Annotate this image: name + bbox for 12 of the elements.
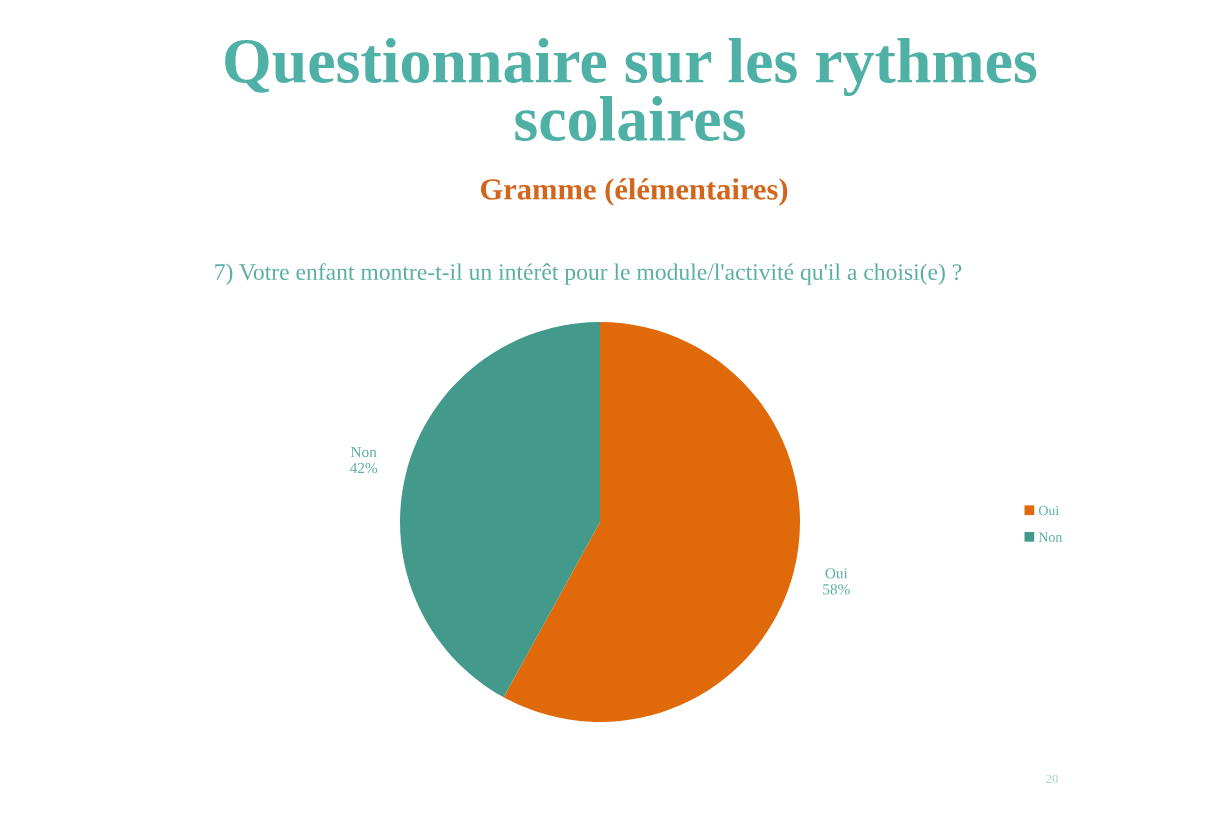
data-label: 58%: [823, 584, 850, 595]
slice-label: Oui: [825, 568, 848, 579]
pie-slice: [503, 322, 800, 722]
text: 20: [1046, 774, 1058, 784]
chart-subtitle: Gramme (élémentaires): [480, 178, 788, 206]
chart-title: Questionnaire sur les rythmes scolaires: [225, 38, 1037, 142]
data-label: 42%: [349, 462, 378, 474]
legend-label: Oui: [1038, 505, 1059, 516]
pie-slice: [400, 322, 600, 698]
text: 7) Votre enfant montre-t-il un intérêt pour le module/l'activité qu'il a choisi(e) ?: [215, 263, 962, 285]
slice-label: Non: [350, 447, 377, 458]
legend-label: Non: [1038, 532, 1063, 542]
